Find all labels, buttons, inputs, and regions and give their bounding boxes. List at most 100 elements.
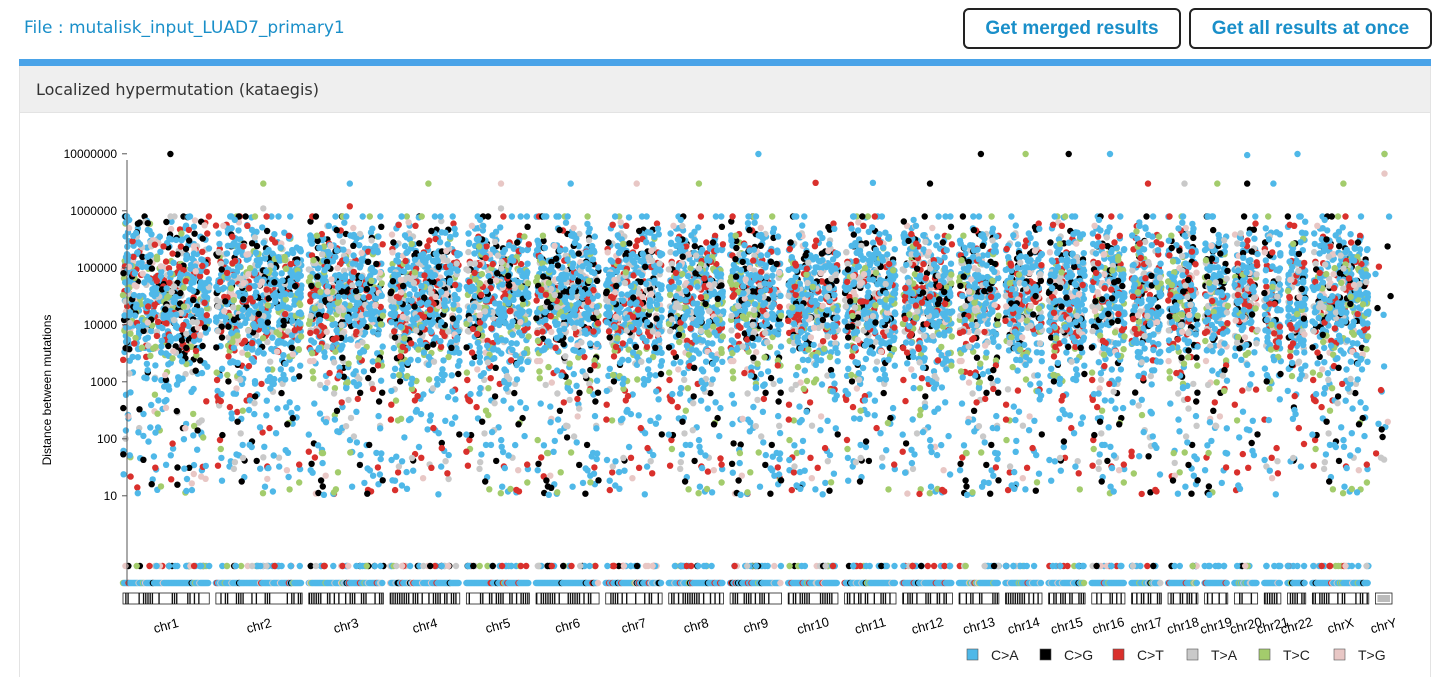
scatter-point <box>339 562 346 570</box>
scatter-point <box>515 467 522 474</box>
scatter-point <box>185 322 192 330</box>
scatter-point <box>594 340 601 348</box>
scatter-point <box>477 459 484 466</box>
scatter-point <box>517 213 524 220</box>
scatter-point <box>375 233 382 240</box>
scatter-point <box>489 232 496 239</box>
scatter-point <box>170 316 178 324</box>
scatter-point <box>181 465 188 472</box>
scatter-point <box>403 468 410 476</box>
scatter-point <box>372 295 380 302</box>
scatter-point <box>190 296 197 304</box>
scatter-point <box>452 281 459 289</box>
scatter-point <box>258 380 265 388</box>
scatter-point <box>215 230 222 237</box>
scatter-point <box>544 338 551 345</box>
scatter-point <box>182 245 190 252</box>
scatter-point <box>218 365 226 372</box>
scatter-point <box>365 293 373 301</box>
scatter-point <box>194 446 201 453</box>
scatter-point <box>525 241 532 248</box>
scatter-point <box>168 218 175 225</box>
scatter-point <box>264 475 271 483</box>
scatter-point <box>296 479 303 486</box>
scatter-point <box>628 324 635 331</box>
scatter-point <box>435 430 442 437</box>
scatter-point <box>305 448 312 455</box>
scatter-point <box>488 428 496 436</box>
scatter-point <box>585 277 593 284</box>
scatter-point <box>205 579 212 587</box>
scatter-point <box>199 235 206 242</box>
scatter-point <box>228 415 235 422</box>
scatter-point <box>378 450 385 457</box>
scatter-point <box>167 213 174 220</box>
scatter-point <box>125 224 133 232</box>
scatter-point <box>441 302 448 310</box>
scatter-point <box>350 433 358 440</box>
scatter-point <box>449 388 456 395</box>
scatter-point <box>157 248 164 255</box>
get-merged-results-button[interactable]: Get merged results <box>963 8 1181 49</box>
scatter-point <box>241 291 249 298</box>
scatter-point <box>534 309 541 316</box>
scatter-point <box>230 297 237 304</box>
scatter-point <box>263 286 270 293</box>
scatter-point <box>379 477 386 484</box>
scatter-point <box>572 347 579 354</box>
scatter-point <box>162 371 169 379</box>
scatter-point <box>465 248 472 256</box>
scatter-point <box>285 232 293 239</box>
scatter-point <box>374 464 382 471</box>
scatter-point <box>390 344 398 352</box>
scatter-point <box>178 237 185 244</box>
scatter-point <box>448 372 455 379</box>
scatter-point <box>124 336 132 343</box>
scatter-point <box>612 313 620 320</box>
scatter-point <box>190 410 197 418</box>
scatter-point <box>122 391 130 398</box>
scatter-point <box>263 249 270 256</box>
scatter-point <box>517 562 525 570</box>
scatter-point <box>519 301 527 308</box>
scatter-point <box>408 454 416 462</box>
scatter-point <box>526 308 533 315</box>
scatter-point <box>468 222 476 229</box>
scatter-point <box>562 353 569 360</box>
scatter-point <box>408 380 415 388</box>
scatter-point <box>547 312 554 320</box>
scatter-point <box>251 213 259 220</box>
scatter-point <box>448 420 456 427</box>
scatter-point <box>593 455 600 463</box>
scatter-point <box>202 475 209 482</box>
scatter-point <box>605 239 612 246</box>
scatter-point <box>465 239 473 246</box>
scatter-point <box>288 409 295 417</box>
scatter-point <box>492 277 500 284</box>
scatter-point <box>398 562 406 570</box>
scatter-point <box>202 462 209 470</box>
scatter-point <box>231 216 238 224</box>
scatter-point <box>216 436 224 444</box>
scatter-point <box>388 288 395 295</box>
scatter-point <box>401 242 409 250</box>
scatter-point <box>195 311 202 318</box>
scatter-point <box>477 372 485 380</box>
scatter-point <box>335 307 343 314</box>
scatter-point <box>339 354 346 361</box>
scatter-point <box>252 393 259 400</box>
scatter-point <box>593 377 601 384</box>
scatter-point <box>452 414 459 421</box>
scatter-point <box>230 316 238 323</box>
scatter-point <box>554 390 561 397</box>
scatter-point <box>582 490 589 497</box>
scatter-point <box>494 252 502 259</box>
get-all-results-button[interactable]: Get all results at once <box>1189 8 1432 49</box>
scatter-point <box>465 267 472 274</box>
scatter-point <box>583 441 591 449</box>
scatter-point <box>317 288 324 296</box>
scatter-point <box>202 329 210 336</box>
scatter-point <box>237 376 244 383</box>
scatter-point <box>584 311 591 318</box>
scatter-point <box>147 352 154 360</box>
